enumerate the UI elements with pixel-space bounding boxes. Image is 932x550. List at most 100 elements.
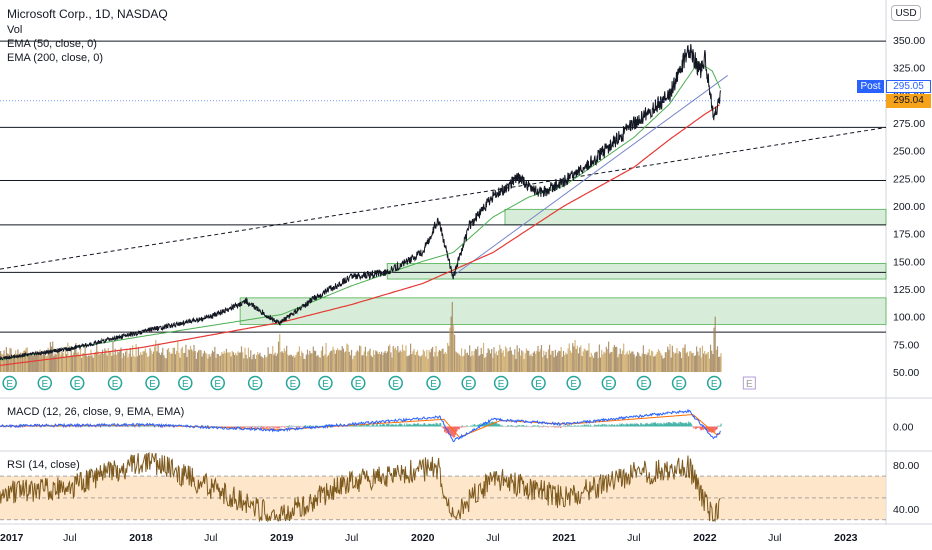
macd-histogram-bar: [482, 423, 484, 427]
volume-bar: [463, 355, 465, 372]
volume-bar: [569, 350, 572, 372]
earnings-marker-label: E: [605, 379, 612, 390]
macd-histogram-bar: [40, 426, 43, 428]
macd-histogram-bar: [628, 425, 630, 427]
volume-bar: [363, 351, 365, 372]
macd-histogram-bar: [250, 426, 252, 429]
volume-bar: [596, 351, 598, 372]
macd-histogram-bar: [640, 423, 643, 427]
macd-histogram-bar: [53, 426, 55, 428]
macd-histogram-bar: [355, 424, 357, 427]
macd-histogram-bar: [643, 424, 646, 427]
macd-histogram-bar: [637, 424, 640, 427]
volume-bar: [458, 354, 460, 372]
macd-histogram-bar: [254, 426, 257, 429]
macd-histogram-bar: [445, 426, 447, 434]
macd-histogram-bar: [639, 424, 641, 427]
volume-bar: [477, 346, 479, 372]
macd-histogram-bar: [617, 425, 619, 427]
macd-histogram-bar: [324, 425, 326, 427]
volume-bar: [624, 354, 626, 372]
volume-bar: [160, 352, 163, 372]
volume-bar: [678, 351, 680, 372]
macd-histogram-bar: [382, 424, 385, 427]
volume-bar: [690, 351, 692, 372]
macd-histogram-bar: [142, 425, 144, 427]
macd-histogram-bar: [562, 425, 565, 427]
volume-bar: [379, 354, 382, 372]
volume-bar: [616, 346, 618, 372]
trend-line-1: [0, 126, 887, 270]
volume-bar: [251, 359, 253, 372]
volume-bar: [718, 356, 720, 372]
macd-histogram-bar: [650, 424, 652, 427]
macd-histogram-bar: [693, 426, 695, 429]
macd-histogram-bar: [685, 422, 687, 427]
macd-histogram-bar: [457, 426, 460, 429]
volume-bar: [262, 358, 265, 372]
macd-histogram-bar: [311, 425, 313, 427]
macd-histogram-bar: [608, 424, 610, 427]
macd-histogram-bar: [403, 423, 406, 427]
volume-bar: [557, 352, 559, 372]
macd-histogram-bar: [267, 426, 270, 428]
volume-bar: [662, 358, 664, 372]
volume-bar: [487, 348, 489, 372]
macd-histogram-bar: [283, 426, 285, 428]
volume-bar: [580, 345, 582, 372]
volume-bar: [568, 343, 570, 372]
volume-bar: [720, 353, 722, 372]
volume-bar: [114, 348, 116, 372]
volume-bar: [128, 353, 130, 372]
macd-histogram-bar: [667, 423, 669, 427]
macd-histogram-bar: [141, 425, 143, 427]
volume-bar: [413, 348, 415, 372]
volume-bar: [220, 355, 222, 372]
volume-bar: [481, 353, 483, 372]
macd-histogram-bar: [616, 424, 618, 427]
macd-histogram-bar: [432, 423, 434, 427]
rsi-line: [0, 452, 721, 523]
macd-histogram-bar: [695, 426, 697, 429]
volume-bar: [601, 349, 603, 372]
time-tick-label: Jul: [63, 532, 76, 544]
symbol-title: Microsoft Corp., 1D, NASDAQ: [7, 7, 168, 21]
macd-histogram-bar: [265, 426, 267, 429]
volume-bar: [428, 350, 430, 372]
volume-bar: [144, 348, 146, 372]
macd-histogram-bar: [609, 425, 612, 427]
volume-bar: [341, 346, 343, 372]
macd-histogram-bar: [646, 422, 648, 427]
volume-bar: [258, 354, 260, 372]
currency-button[interactable]: USD: [891, 5, 921, 21]
volume-bar: [350, 349, 353, 372]
volume-bar: [435, 346, 437, 372]
time-tick-label: Jul: [204, 532, 217, 544]
macd-histogram-bar: [227, 426, 230, 428]
volume-bar: [608, 341, 610, 372]
volume-bar: [225, 348, 228, 372]
macd-histogram-bar: [542, 426, 544, 428]
macd-histogram-bar: [707, 426, 709, 432]
macd-tick-label: 0.00: [893, 422, 914, 434]
macd-histogram-bar: [555, 425, 557, 427]
macd-histogram-bar: [363, 424, 365, 427]
volume-bar: [35, 354, 38, 372]
volume-bar: [423, 351, 426, 372]
macd-histogram-bar: [440, 423, 442, 427]
volume-bar: [216, 353, 218, 372]
macd-histogram-bar: [22, 426, 24, 428]
volume-bar: [452, 325, 455, 372]
macd-histogram-bar: [284, 426, 286, 428]
volume-bar: [472, 355, 474, 372]
macd-histogram-bar: [357, 425, 359, 427]
volume-bar: [189, 345, 192, 372]
macd-histogram-bar: [443, 426, 445, 429]
volume-bar: [484, 357, 486, 372]
volume-bar: [107, 347, 109, 372]
volume-bar: [460, 348, 463, 372]
volume-bar: [371, 357, 373, 372]
volume-bar: [450, 316, 452, 372]
volume-bar: [499, 344, 501, 372]
